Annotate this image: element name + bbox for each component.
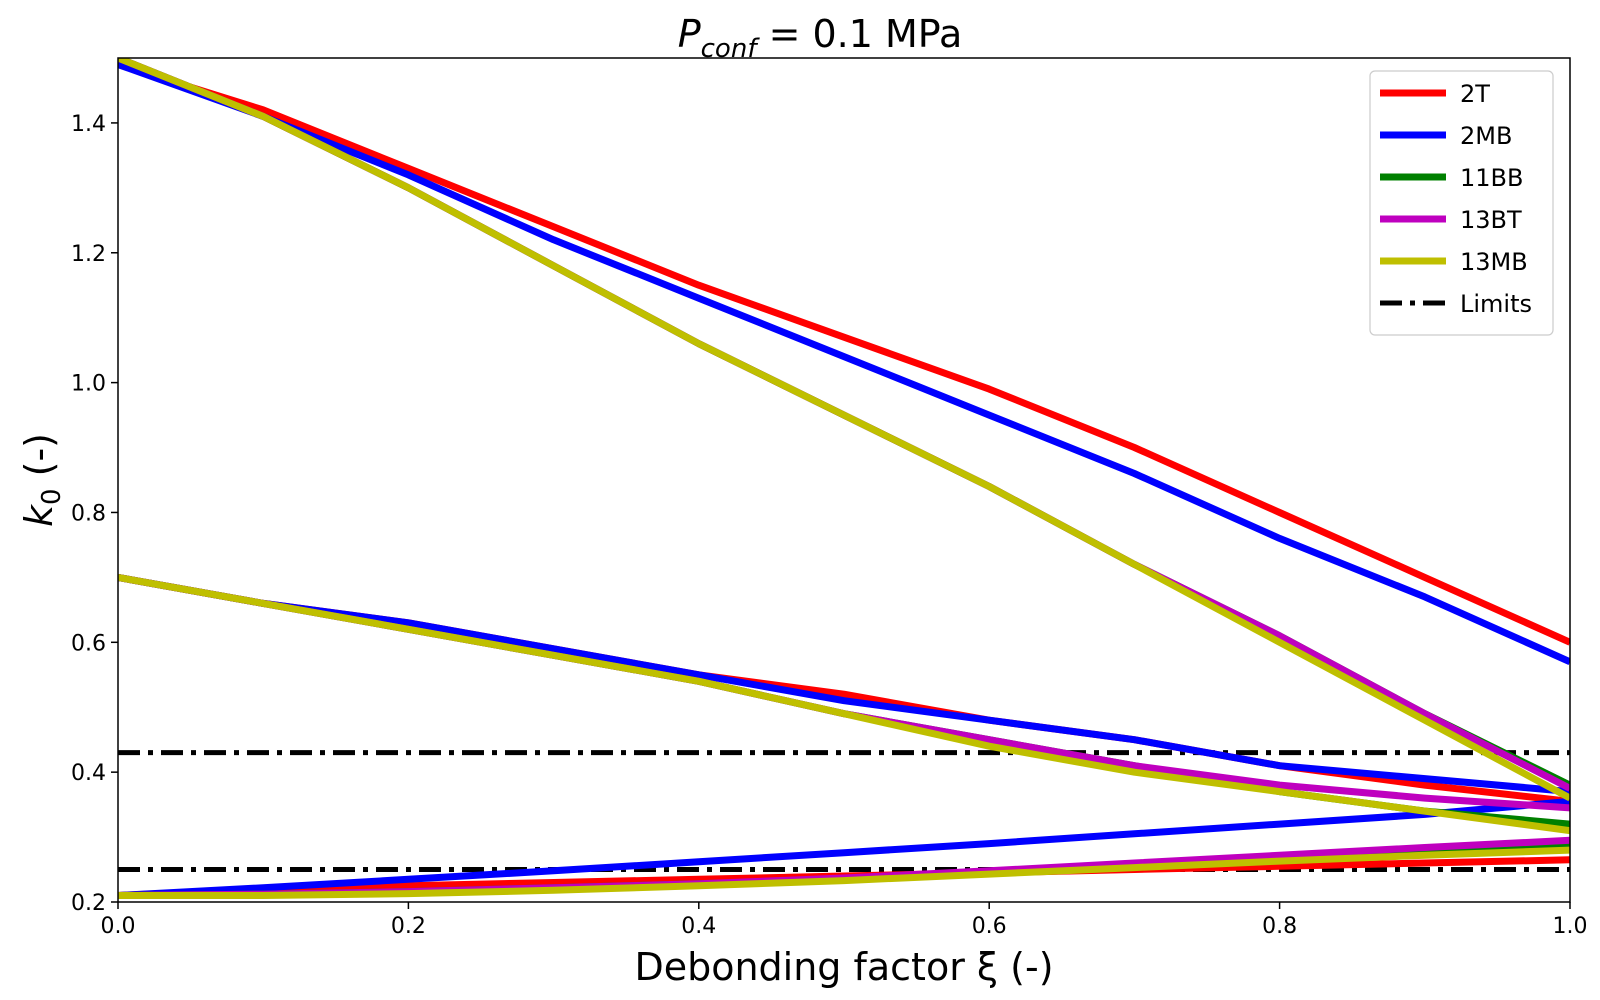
ylabel-rest: (-) — [17, 433, 61, 488]
legend-label-13mb: 13MB — [1460, 248, 1528, 276]
series-line-2mb-1 — [118, 61, 1570, 665]
y-tick-label: 1.4 — [71, 112, 106, 137]
x-tick-label: 1.0 — [1553, 914, 1588, 939]
legend-label-13bt: 13BT — [1460, 206, 1522, 234]
y-tick-label: 1.0 — [71, 372, 106, 397]
legend: 2T 2MB 11BB 13BT 13MB Limits — [1369, 70, 1554, 336]
axes-frame — [117, 57, 1571, 903]
legend-label-11bb: 11BB — [1460, 164, 1523, 192]
chart-title: Pconf = 0.1 MPa — [678, 12, 963, 64]
y-tick-label: 0.4 — [71, 761, 106, 786]
x-tick-label: 0.4 — [681, 914, 716, 939]
legend-label-2mb: 2MB — [1460, 122, 1512, 150]
y-tick-label: 0.6 — [71, 631, 106, 656]
series-line-13mb-1 — [118, 58, 1570, 802]
title-rest: = 0.1 MPa — [756, 12, 962, 56]
plot-area — [118, 58, 1570, 899]
x-axis-label: Debonding factor ξ (-) — [634, 945, 1053, 989]
title-symbol: P — [678, 12, 701, 56]
legend-label-limits: Limits — [1460, 290, 1532, 318]
series-line-13mb-3 — [118, 846, 1570, 899]
series-line-2t-1 — [118, 61, 1570, 646]
series-line-13mb-2 — [118, 573, 1570, 835]
x-axis: 0.0 0.2 0.4 0.6 0.8 1.0 — [101, 902, 1588, 939]
ylabel-subscript: 0 — [37, 488, 67, 505]
x-tick-label: 0.0 — [101, 914, 136, 939]
ylabel-symbol: k — [17, 503, 61, 527]
x-tick-label: 0.2 — [391, 914, 426, 939]
legend-label-2t: 2T — [1460, 80, 1490, 108]
y-tick-label: 0.2 — [71, 891, 106, 916]
y-axis-label: k0 (-) — [17, 433, 67, 527]
y-tick-label: 1.2 — [71, 242, 106, 267]
y-tick-label: 0.8 — [71, 501, 106, 526]
series-line-2mb-3 — [118, 797, 1570, 899]
x-tick-label: 0.8 — [1262, 914, 1297, 939]
title-subscript: conf — [701, 34, 761, 64]
series-line-2mb-2 — [118, 573, 1570, 796]
y-axis: 0.2 0.4 0.6 0.8 1.0 1.2 1.4 — [71, 112, 118, 916]
x-tick-label: 0.6 — [972, 914, 1007, 939]
